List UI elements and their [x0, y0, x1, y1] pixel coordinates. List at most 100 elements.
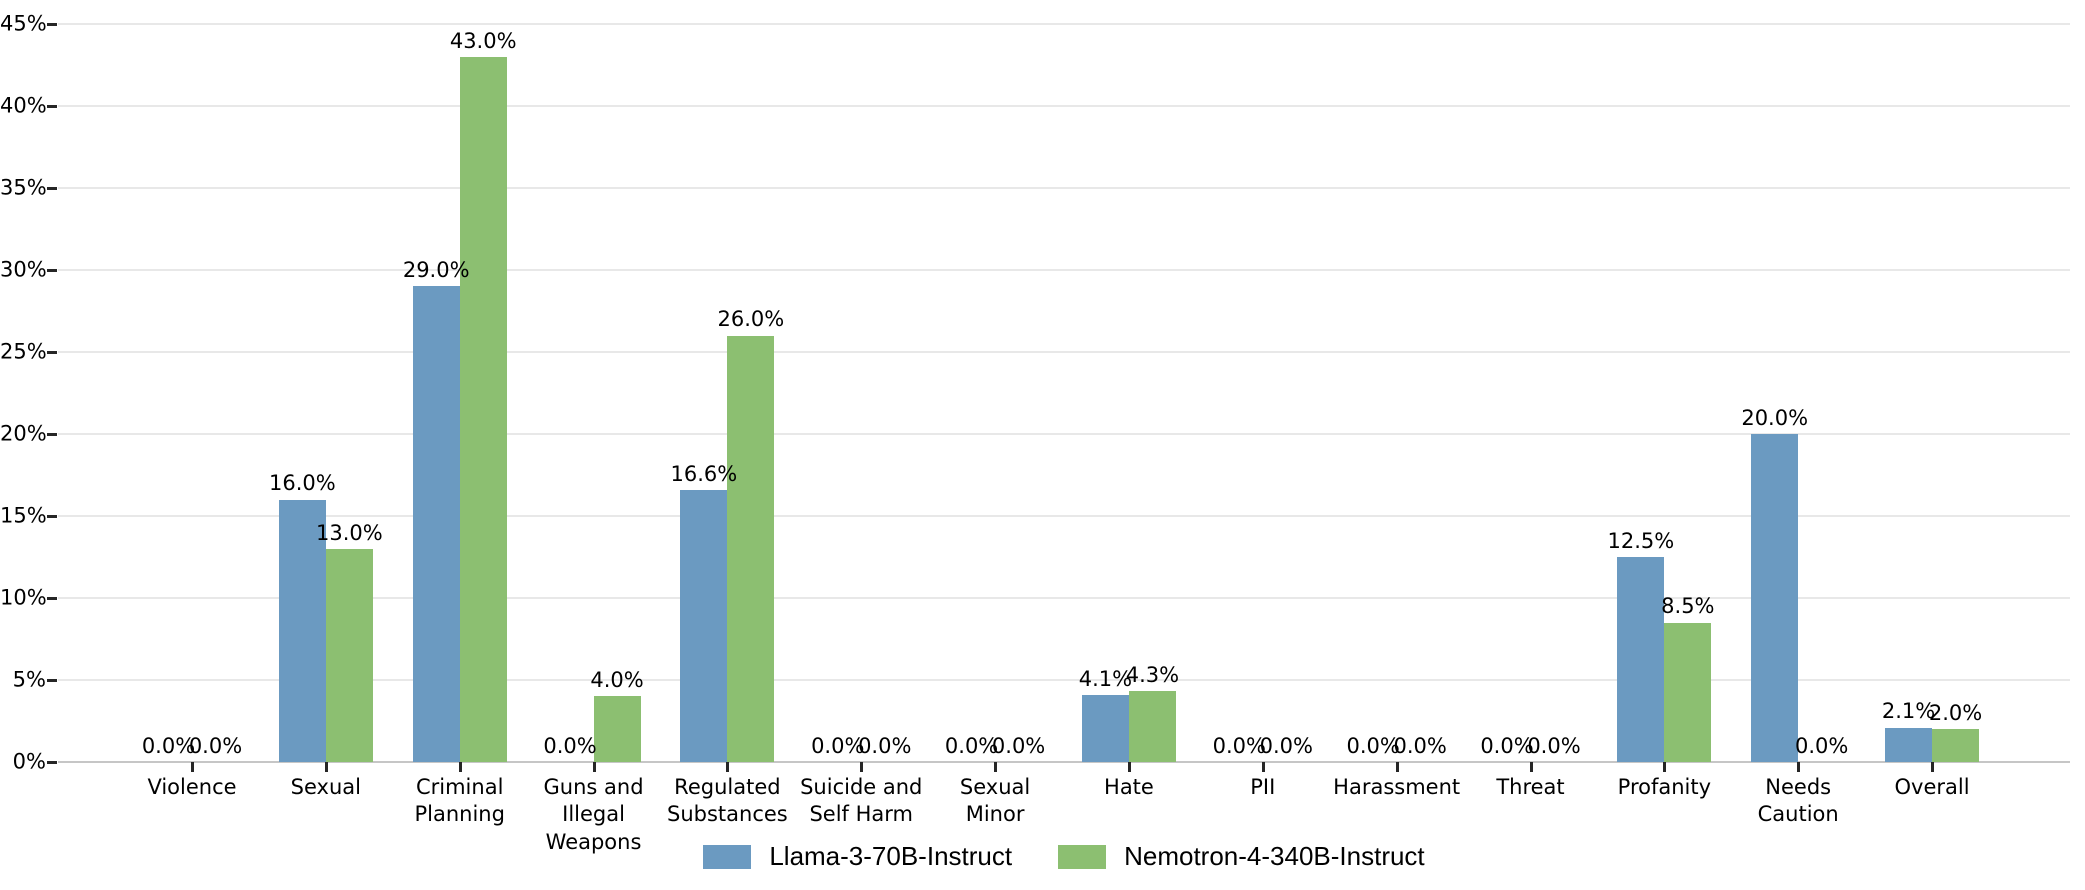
- legend-swatch-icon: [1058, 844, 1107, 869]
- bar-Nemotron-4-340B-Instruct-13: [1932, 729, 1980, 762]
- xtick-mark-6: [994, 762, 998, 772]
- bar-value-label-Nemotron-4-340B-Instruct-5: 0.0%: [858, 733, 912, 758]
- category-label-11: Profanity: [1617, 775, 1712, 799]
- bar-Nemotron-4-340B-Instruct-11: [1664, 622, 1712, 762]
- bar-Nemotron-4-340B-Instruct-2: [459, 56, 507, 762]
- bar-value-label-Nemotron-4-340B-Instruct-11: 8.5%: [1661, 594, 1715, 619]
- bar-Llama-3-70B-Instruct-11: [1617, 557, 1665, 762]
- ytick-mark-30%: [47, 269, 57, 272]
- xtick-mark-11: [1663, 762, 1667, 772]
- bar-value-label-Nemotron-4-340B-Instruct-10: 0.0%: [1527, 733, 1581, 758]
- gridline-45%: [58, 23, 2070, 25]
- bar-value-label-Llama-3-70B-Instruct-2: 29.0%: [402, 258, 470, 283]
- xtick-mark-4: [726, 762, 730, 772]
- bar-value-label-Llama-3-70B-Instruct-0: 0.0%: [141, 733, 196, 758]
- bar-value-label-Llama-3-70B-Instruct-4: 16.6%: [670, 461, 738, 486]
- legend-entry-1: Nemotron-4-340B-Instruct: [1058, 841, 1425, 872]
- category-label-0: Violence: [147, 775, 237, 799]
- legend: Llama-3-70B-Instruct Nemotron-4-340B-Inst…: [58, 841, 2070, 872]
- bar-value-label-Nemotron-4-340B-Instruct-3: 4.0%: [590, 668, 644, 693]
- category-label-13: Overall: [1894, 775, 1970, 799]
- category-label-4: Regulated Substances: [667, 775, 788, 827]
- bar-value-label-Llama-3-70B-Instruct-7: 4.1%: [1078, 666, 1133, 691]
- category-label-1: Sexual: [290, 775, 362, 799]
- xtick-mark-3: [592, 762, 596, 772]
- bar-value-label-Nemotron-4-340B-Instruct-6: 0.0%: [991, 733, 1046, 758]
- category-label-2: Criminal Planning: [414, 775, 505, 827]
- ytick-label-10%: 10%: [0, 585, 47, 610]
- ytick-mark-15%: [47, 515, 57, 518]
- gridline-30%: [58, 269, 2070, 271]
- gridline-40%: [58, 105, 2070, 107]
- xtick-mark-13: [1931, 762, 1935, 772]
- xtick-mark-5: [860, 762, 864, 772]
- bar-value-label-Nemotron-4-340B-Instruct-4: 26.0%: [717, 307, 785, 332]
- bar-value-label-Nemotron-4-340B-Instruct-12: 0.0%: [1795, 733, 1849, 758]
- bar-value-label-Nemotron-4-340B-Instruct-2: 43.0%: [449, 28, 517, 53]
- category-label-3: Guns and Illegal Weapons: [543, 775, 644, 854]
- bar-value-label-Llama-3-70B-Instruct-11: 12.5%: [1607, 528, 1675, 553]
- category-label-6: Sexual Minor: [959, 775, 1031, 827]
- bar-Llama-3-70B-Instruct-7: [1081, 694, 1129, 762]
- ytick-mark-10%: [47, 597, 57, 600]
- legend-entry-0: Llama-3-70B-Instruct: [703, 841, 1012, 872]
- bar-Nemotron-4-340B-Instruct-3: [593, 696, 641, 762]
- ytick-label-20%: 20%: [0, 421, 47, 446]
- gridline-25%: [58, 351, 2070, 353]
- bar-Llama-3-70B-Instruct-12: [1751, 434, 1799, 762]
- bar-value-label-Llama-3-70B-Instruct-8: 0.0%: [1212, 733, 1266, 758]
- legend-label-1: Nemotron-4-340B-Instruct: [1124, 841, 1425, 871]
- category-label-8: PII: [1250, 775, 1276, 799]
- ytick-mark-20%: [47, 433, 57, 436]
- bar-value-label-Nemotron-4-340B-Instruct-0: 0.0%: [188, 733, 243, 758]
- ytick-label-40%: 40%: [0, 93, 47, 118]
- ytick-mark-25%: [47, 351, 57, 354]
- bar-value-label-Llama-3-70B-Instruct-6: 0.0%: [944, 733, 999, 758]
- bar-Llama-3-70B-Instruct-4: [680, 489, 728, 762]
- ytick-label-30%: 30%: [0, 257, 47, 282]
- bar-Llama-3-70B-Instruct-2: [412, 286, 460, 762]
- category-label-10: Threat: [1496, 775, 1565, 799]
- bar-value-label-Llama-3-70B-Instruct-12: 20.0%: [1741, 405, 1809, 430]
- gridline-20%: [58, 433, 2070, 435]
- bar-value-label-Nemotron-4-340B-Instruct-8: 0.0%: [1259, 733, 1313, 758]
- xtick-mark-12: [1797, 762, 1801, 772]
- bar-value-label-Llama-3-70B-Instruct-1: 16.0%: [268, 471, 336, 496]
- bar-value-label-Llama-3-70B-Instruct-5: 0.0%: [811, 733, 865, 758]
- ytick-label-25%: 25%: [0, 339, 47, 364]
- ytick-label-35%: 35%: [0, 175, 47, 200]
- bar-Nemotron-4-340B-Instruct-1: [325, 548, 373, 762]
- bar-value-label-Nemotron-4-340B-Instruct-7: 4.3%: [1125, 663, 1180, 688]
- ytick-label-5%: 5%: [12, 667, 46, 692]
- bar-value-label-Nemotron-4-340B-Instruct-1: 13.0%: [315, 520, 383, 545]
- legend-swatch-icon: [703, 844, 752, 869]
- xtick-mark-7: [1127, 762, 1131, 772]
- gridline-10%: [58, 597, 2070, 599]
- xtick-mark-9: [1395, 762, 1399, 772]
- ytick-label-45%: 45%: [0, 11, 47, 36]
- ytick-mark-0%: [47, 761, 57, 764]
- bar-Llama-3-70B-Instruct-1: [278, 499, 326, 762]
- xtick-mark-1: [324, 762, 328, 772]
- ytick-mark-45%: [47, 23, 57, 26]
- bar-value-label-Nemotron-4-340B-Instruct-9: 0.0%: [1393, 733, 1447, 758]
- xtick-mark-0: [191, 762, 194, 772]
- bar-value-label-Llama-3-70B-Instruct-9: 0.0%: [1346, 733, 1400, 758]
- bar-value-label-Llama-3-70B-Instruct-13: 2.1%: [1881, 699, 1936, 724]
- gridline-15%: [58, 515, 2070, 517]
- category-label-5: Suicide and Self Harm: [800, 775, 923, 827]
- ytick-mark-40%: [47, 105, 57, 108]
- category-label-9: Harassment: [1333, 775, 1461, 799]
- ytick-label-0%: 0%: [12, 749, 46, 774]
- bar-Nemotron-4-340B-Instruct-4: [727, 335, 775, 762]
- category-label-7: Hate: [1104, 775, 1154, 799]
- bar-value-label-Nemotron-4-340B-Instruct-13: 2.0%: [1928, 701, 1983, 726]
- bar-Nemotron-4-340B-Instruct-7: [1128, 691, 1176, 762]
- gridline-35%: [58, 187, 2070, 189]
- x-axis-line: [58, 761, 2070, 763]
- gridline-5%: [58, 679, 2070, 681]
- ytick-mark-5%: [47, 679, 57, 682]
- legend-label-0: Llama-3-70B-Instruct: [769, 841, 1013, 871]
